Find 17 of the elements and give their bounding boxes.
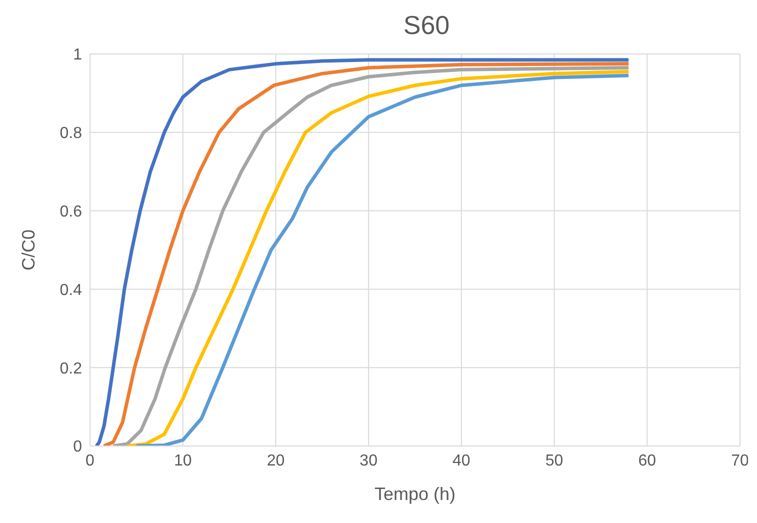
x-axis-title: Tempo (h) [374,484,456,504]
y-tick-label: 0.6 [60,203,82,220]
x-tick-label: 40 [452,452,470,470]
y-tick-label: 0.8 [60,125,82,142]
x-tick-label: 70 [731,452,749,470]
y-axis-title: C/C0 [18,229,38,271]
x-tick-label: 30 [360,452,378,470]
x-tick-label: 50 [545,452,564,470]
x-tick-label: 10 [174,452,192,470]
chart-title: S60 [402,10,451,41]
y-tick-label: 0 [73,438,82,456]
x-tick-label: 0 [86,452,95,470]
y-tick-label: 1 [73,46,82,64]
y-tick-label: 0.4 [60,282,82,299]
x-tick-label: 60 [638,452,656,470]
x-tick-label: 20 [266,452,285,470]
y-tick-label: 0.2 [60,360,82,378]
